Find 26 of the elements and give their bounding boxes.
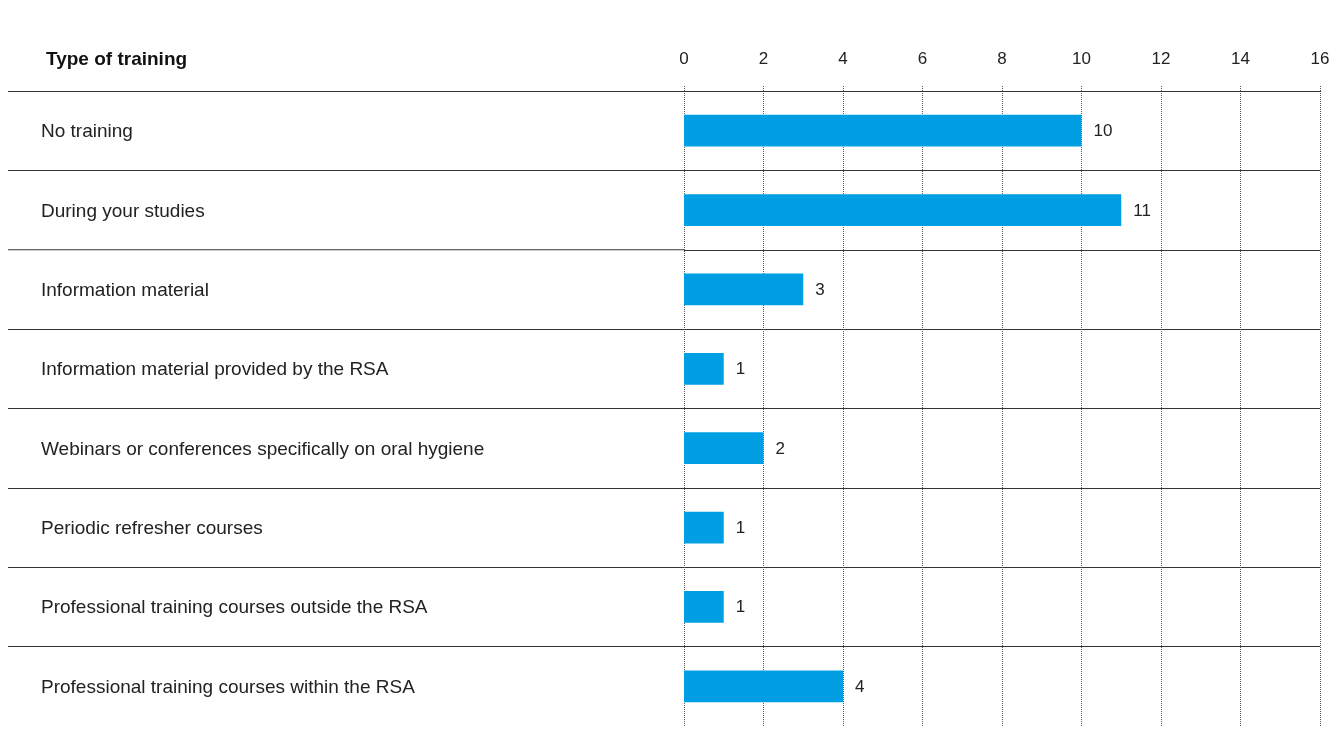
data-label: 1 — [735, 597, 746, 617]
data-label: 1 — [735, 359, 746, 379]
data-label: 3 — [815, 279, 825, 299]
x2-tick-label: 10 — [1072, 49, 1091, 68]
data-label: 11 — [1133, 200, 1151, 220]
data-label: 4 — [855, 676, 865, 696]
x2-tick-label: 4 — [838, 49, 848, 68]
y-tick-label: Periodic refresher courses — [41, 517, 263, 539]
data-label: 2 — [775, 438, 785, 458]
y-tick-label: Professional training courses within the RSA — [41, 675, 416, 697]
x2-tick-label: 2 — [758, 49, 769, 68]
x2-tick-label: 6 — [917, 49, 928, 68]
x2-tick-label: 12 — [1151, 49, 1171, 68]
x2-tick-label: 16 — [1310, 49, 1330, 68]
y-tick-label: Information material provided by the RSA — [41, 358, 389, 380]
y-tick-label: Webinars or conferences specifically on oral hygiene — [41, 437, 485, 459]
data-label: 1 — [735, 518, 746, 538]
data-label: 10 — [1093, 121, 1113, 141]
y-tick-label: Professional training courses outside the RSA — [41, 596, 428, 618]
y-axis-title: Type of training — [46, 48, 188, 69]
x2-tick-label: 8 — [997, 49, 1007, 68]
y-tick-label: No training — [41, 120, 133, 142]
y-tick-label: Information material — [41, 278, 209, 300]
y-tick-label: During your studies — [41, 199, 205, 221]
x2-tick-label: 14 — [1231, 49, 1250, 68]
x2-tick-label: 0 — [679, 49, 689, 68]
